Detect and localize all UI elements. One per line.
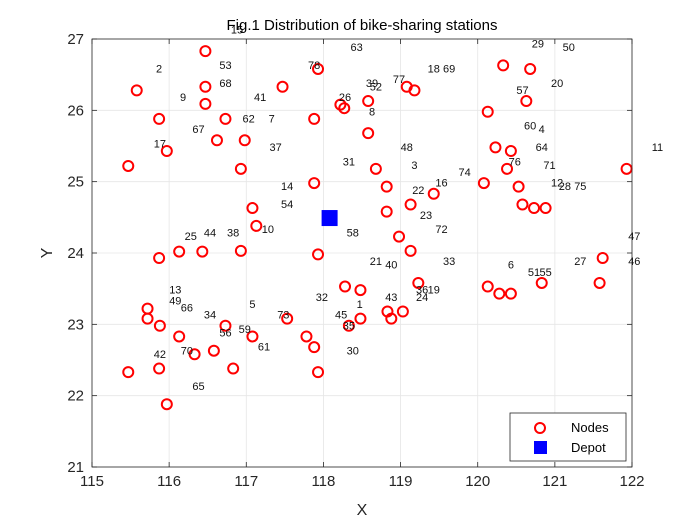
node-label: 10 [262,224,274,236]
x-tick-label: 121 [542,473,567,490]
node-label: 66 [181,302,193,314]
scatter-chart: 1234567891011121314151617181920212223242… [0,0,700,525]
node-label: 56 [219,327,231,339]
x-axis-title: X [357,502,368,519]
node-label: 59 [239,324,251,336]
node-label: 43 [385,292,397,304]
chart-title: Fig.1 Distribution of bike-sharing stati… [227,17,498,34]
x-tick-label: 117 [234,473,258,490]
node-label: 42 [154,349,166,361]
node-label: 30 [347,345,359,357]
depot-marker-group [322,210,338,226]
node-label: 21 [370,256,382,268]
node-label: 77 [393,74,405,86]
node-label: 6 [508,260,514,272]
node-label: 5 [249,299,255,311]
node-label: 18 [428,64,440,76]
node-label: 28 [559,181,571,193]
depot-marker [322,210,338,226]
legend-depot-label: Depot [571,440,606,455]
node-label: 65 [192,381,204,393]
node-label: 22 [412,185,424,197]
node-label: 37 [269,142,281,154]
node-label: 72 [435,224,447,236]
node-label: 58 [347,228,359,240]
node-label: 11 [652,142,663,154]
node-label: 7 [269,113,275,125]
node-label: 54 [281,199,293,211]
node-label: 31 [343,156,355,168]
node-label: 53 [219,60,231,72]
y-axis-title: Y [39,247,56,258]
y-tick-label: 27 [67,31,84,48]
x-tick-label: 118 [311,473,335,490]
node-label: 76 [509,156,521,168]
node-label: 23 [420,210,432,222]
node-label: 45 [335,310,347,322]
node-label: 8 [369,106,375,118]
legend-depot-marker [534,441,547,454]
node-label: 51 [528,267,540,279]
node-label: 73 [277,310,289,322]
node-label: 41 [254,92,266,104]
node-label: 40 [385,260,397,272]
node-label: 74 [458,167,470,179]
node-label: 68 [219,78,231,90]
y-tick-label: 23 [67,316,84,333]
x-tick-label: 119 [389,473,413,490]
x-tick-label: 120 [465,473,490,490]
node-label: 9 [180,92,186,104]
node-label: 32 [316,292,328,304]
node-label: 61 [258,342,270,354]
node-label: 36 [416,285,428,297]
node-label: 62 [242,113,254,125]
node-label: 19 [428,285,440,297]
node-label: 52 [370,81,382,93]
node-label: 71 [543,160,555,172]
node-label: 57 [516,85,528,97]
node-label: 17 [154,138,166,150]
node-label: 34 [204,310,216,322]
y-tick-label: 21 [67,459,84,476]
node-label: 49 [169,295,181,307]
node-label: 78 [308,60,320,72]
legend-nodes-label: Nodes [571,420,609,435]
x-tick-label: 116 [157,473,181,490]
y-tick-label: 24 [67,245,84,262]
node-label: 48 [401,142,413,154]
node-label: 27 [574,256,586,268]
node-label: 26 [339,92,351,104]
node-label: 33 [443,256,455,268]
node-label: 4 [539,124,545,136]
x-tick-label: 122 [619,473,644,490]
y-tick-label: 25 [67,174,84,191]
node-label: 55 [539,267,551,279]
node-label: 3 [411,160,417,172]
node-label: 25 [185,231,197,243]
node-label: 1 [357,299,363,311]
node-label: 44 [204,228,216,240]
node-label: 47 [628,231,640,243]
node-label: 20 [551,78,563,90]
node-label: 46 [628,256,640,268]
node-label: 2 [156,64,162,76]
node-label: 64 [536,142,548,154]
node-label: 35 [343,320,355,332]
node-label: 63 [350,42,362,54]
node-label: 69 [443,64,455,76]
node-label: 50 [563,42,575,54]
node-label: 16 [435,178,447,190]
legend-box [510,413,626,461]
node-label: 14 [281,181,293,193]
legend: Nodes Depot [510,413,626,461]
node-label: 67 [192,124,204,136]
y-tick-label: 26 [67,102,84,119]
y-tick-label: 22 [67,388,84,405]
node-label: 75 [574,181,586,193]
node-label: 29 [532,39,544,51]
node-label: 38 [227,228,239,240]
node-label: 60 [524,121,536,133]
node-label: 70 [181,345,193,357]
